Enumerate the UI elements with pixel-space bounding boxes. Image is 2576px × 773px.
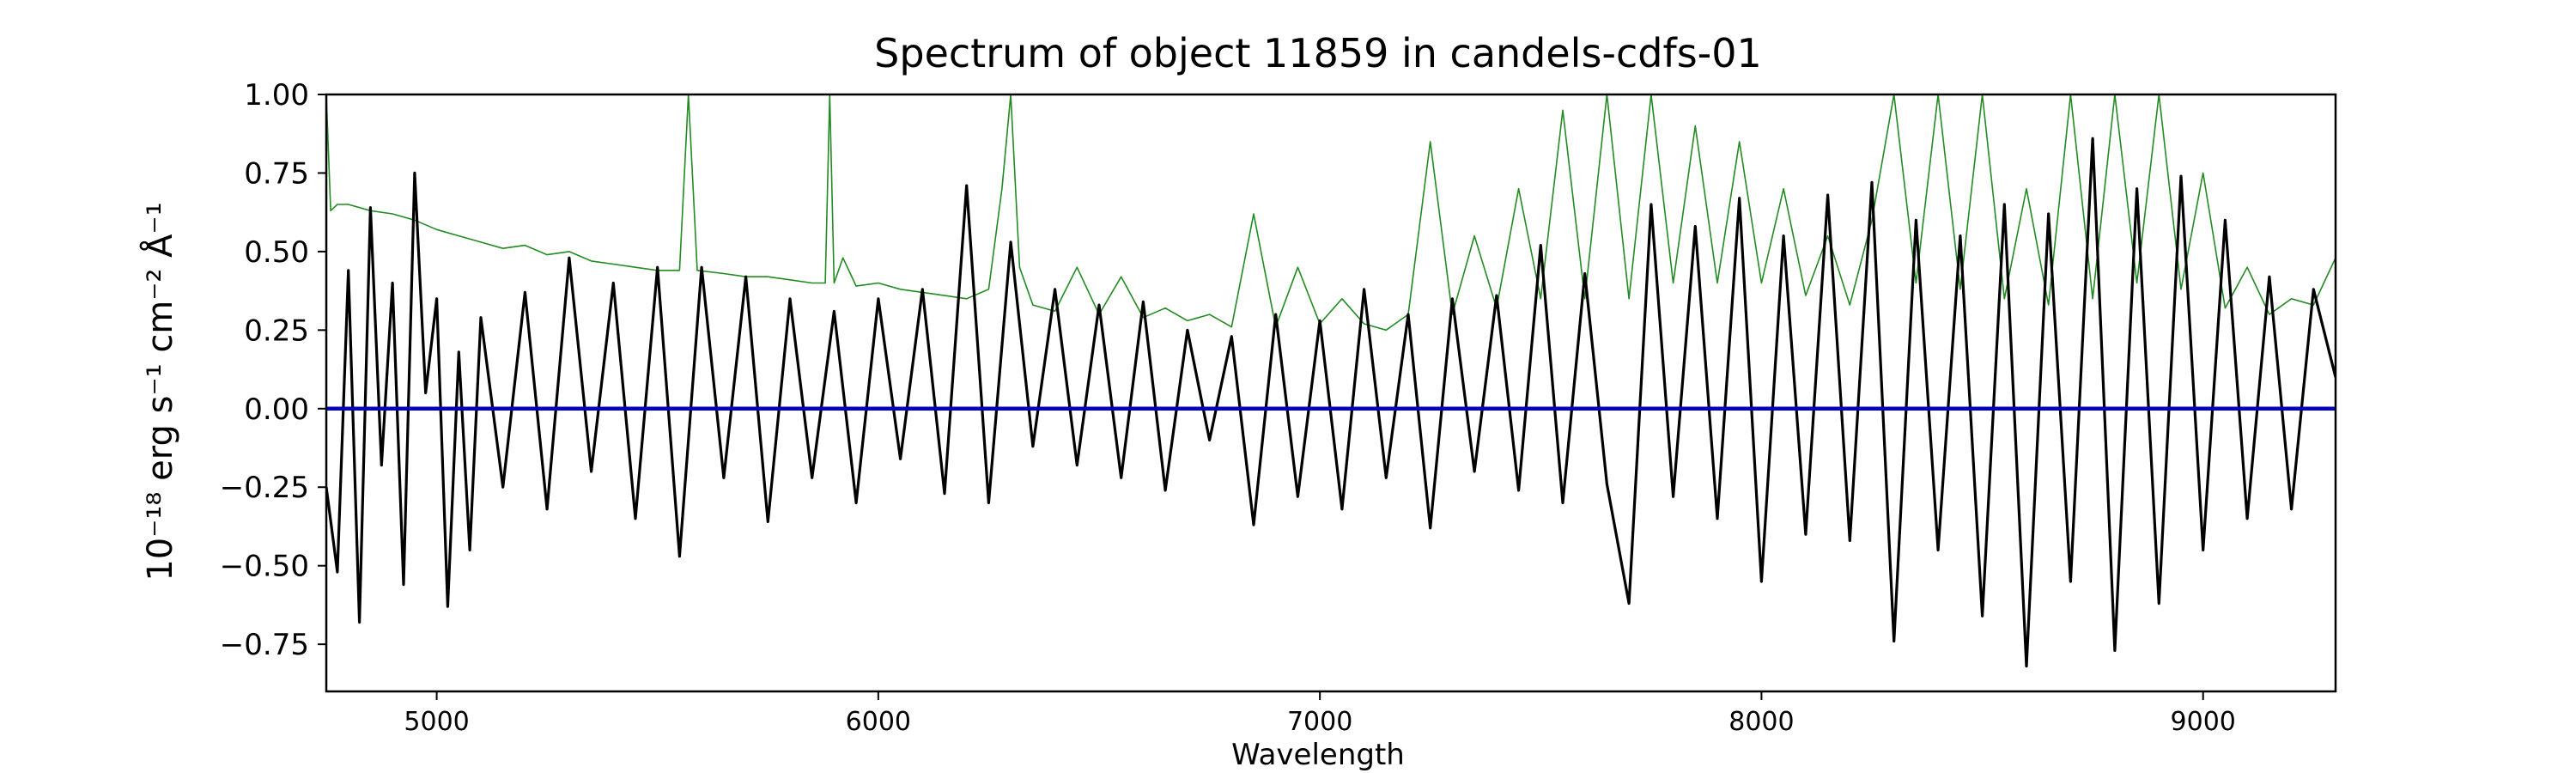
error-line [326,94,2336,332]
x-tick-label: 7000 [1287,707,1352,737]
y-tick-label: −0.75 [220,628,309,662]
y-tick-label: 0.50 [244,235,309,270]
x-tick-label: 5000 [404,707,469,737]
series-group [326,94,2336,668]
flux-line [326,137,2336,668]
y-tick-label: −0.25 [220,471,309,505]
x-tick-label: 9000 [2171,707,2236,737]
y-tick-label: −0.50 [220,550,309,584]
y-tick-label: 0.75 [244,156,309,191]
plot-area: 5000 6000 7000 8000 9000 −0.75 −0.50 −0.25 0.00 0… [220,78,2337,737]
chart-title: Spectrum of object 11859 in candels-cdfs… [874,30,1762,76]
y-tick-label: 0.00 [244,393,309,427]
y-tick-label: 1.00 [244,78,309,113]
y-tick-label: 0.25 [244,313,309,348]
x-tick-label: 6000 [846,707,911,737]
y-axis-label: 10⁻¹⁸ erg s⁻¹ cm⁻² Å⁻¹ [139,202,180,581]
x-axis-label: Wavelength [1231,738,1405,772]
x-tick-label: 8000 [1728,707,1794,737]
plot-frame [325,93,2337,693]
